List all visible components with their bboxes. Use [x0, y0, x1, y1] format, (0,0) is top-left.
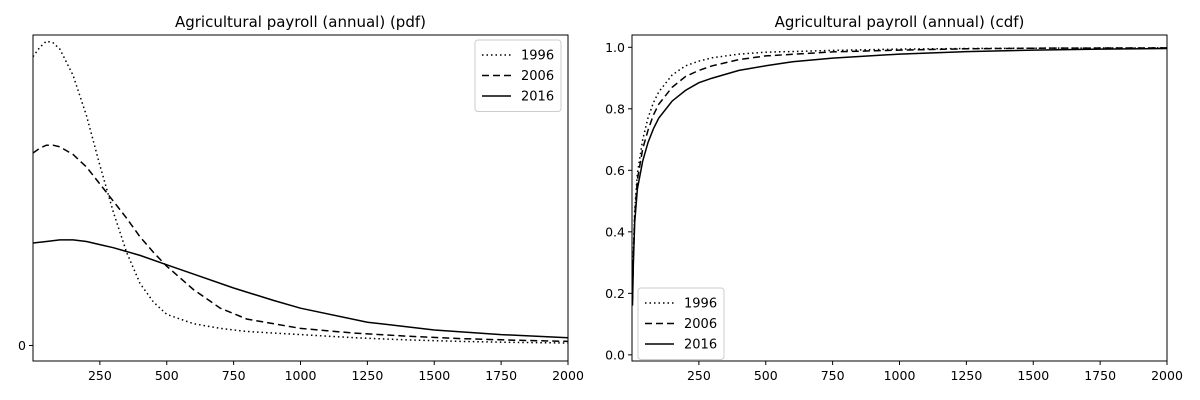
pdf-x-tick-label: 500: [155, 368, 179, 383]
pdf-series-line-2016: [33, 239, 568, 339]
pdf-x-tick-label: 2000: [552, 368, 584, 383]
cdf-x-tick-label: 1750: [1084, 368, 1116, 383]
pdf-x-tick-label: 750: [222, 368, 246, 383]
cdf-x-tick-label: 750: [821, 368, 845, 383]
cdf-legend: 1996 2006 2016: [637, 287, 725, 360]
pdf-x-tick-label: 250: [88, 368, 112, 383]
cdf-legend-label-2016: 2016: [684, 338, 717, 353]
pdf-chart-title: Agricultural payroll (annual) (pdf): [175, 13, 426, 31]
cdf-x-tick-label: 1000: [884, 368, 916, 383]
pdf-legend-label-2006: 2006: [521, 69, 554, 84]
cdf-y-tick-label: 0.2: [605, 286, 625, 301]
pdf-legend-label-1996: 1996: [521, 49, 554, 64]
cdf-y-tick-label: 0.8: [605, 101, 625, 116]
cdf-y-tick-label: 0.4: [605, 224, 625, 239]
pdf-series-line-1996: [33, 40, 568, 344]
cdf-chart-panel: Agricultural payroll (annual) (cdf) 250 50…: [605, 13, 1183, 383]
cdf-series-line-2006: [632, 47, 1167, 300]
cdf-x-tick-label: 2000: [1151, 368, 1183, 383]
pdf-x-tick-label: 1000: [285, 368, 317, 383]
cdf-series-line-1996: [632, 47, 1167, 294]
pdf-series-line-2006: [33, 144, 568, 343]
cdf-y-tick-label: 0.6: [605, 163, 625, 178]
pdf-legend-label-2016: 2016: [521, 90, 554, 105]
pdf-legend: 1996 2006 2016: [474, 39, 562, 112]
cdf-chart-title: Agricultural payroll (annual) (cdf): [775, 13, 1025, 31]
cdf-series-line-2016: [632, 47, 1167, 306]
cdf-x-tick-label: 250: [687, 368, 711, 383]
pdf-x-tick-label: 1500: [418, 368, 450, 383]
cdf-x-tick-label: 1500: [1017, 368, 1049, 383]
cdf-legend-label-1996: 1996: [684, 297, 717, 312]
cdf-y-tick-label: 0.0: [605, 347, 625, 362]
pdf-chart-panel: Agricultural payroll (annual) (pdf) 250 50…: [18, 13, 584, 383]
cdf-legend-label-2006: 2006: [684, 317, 717, 332]
cdf-legend-box: [637, 287, 725, 360]
cdf-x-tick-label: 500: [754, 368, 778, 383]
pdf-x-tick-label: 1250: [351, 368, 383, 383]
pdf-legend-box: [474, 39, 562, 112]
pdf-x-tick-label: 1750: [485, 368, 517, 383]
cdf-y-tick-label: 1.0: [605, 40, 625, 55]
pdf-y-tick-label: 0: [18, 338, 26, 353]
cdf-x-tick-label: 1250: [950, 368, 982, 383]
